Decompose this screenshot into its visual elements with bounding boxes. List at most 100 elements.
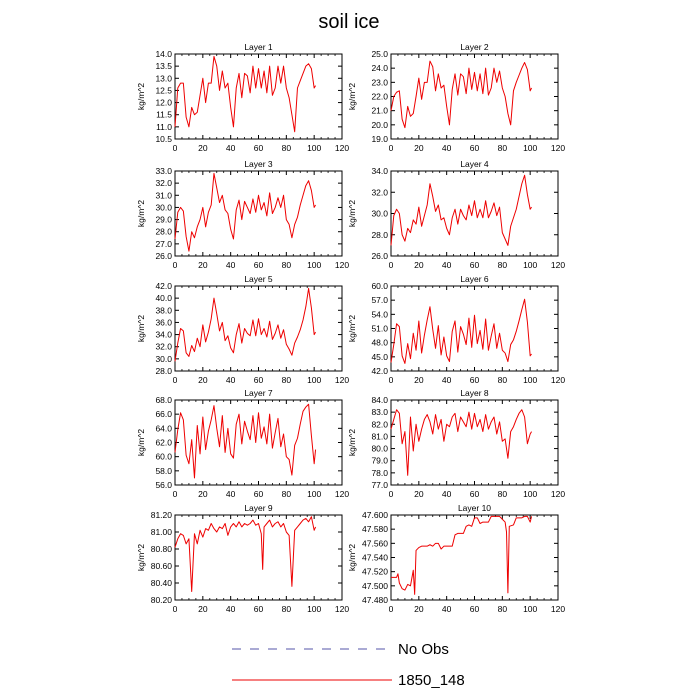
x-tick-label: 20 bbox=[414, 375, 424, 385]
y-axis-label: kg/m^2 bbox=[136, 315, 146, 342]
y-tick-label: 26.0 bbox=[371, 251, 388, 261]
x-tick-label: 120 bbox=[551, 260, 565, 270]
y-axis-label: kg/m^2 bbox=[347, 200, 357, 227]
x-tick-label: 120 bbox=[551, 375, 565, 385]
y-tick-label: 68.0 bbox=[155, 395, 172, 405]
series-line-1850-148 bbox=[174, 403, 317, 479]
y-tick-label: 66.0 bbox=[155, 409, 172, 419]
x-tick-label: 0 bbox=[173, 489, 178, 499]
panel-title: Layer 9 bbox=[244, 503, 273, 513]
y-tick-label: 28.0 bbox=[155, 366, 172, 376]
y-tick-label: 24.0 bbox=[371, 63, 388, 73]
x-tick-label: 60 bbox=[470, 489, 480, 499]
panel-title: Layer 6 bbox=[460, 274, 489, 284]
x-tick-label: 20 bbox=[198, 143, 208, 153]
y-tick-label: 33.0 bbox=[155, 166, 172, 176]
panel-layer-3: Layer 3 0 20 40 60 80 100 120 26.0 27.0 28.0 29.0 30… bbox=[136, 159, 349, 270]
panel-layer-7: Layer 7 0 20 40 60 80 100 120 56.0 58.0 60.0 62.0 64… bbox=[136, 388, 349, 499]
x-tick-label: 60 bbox=[254, 260, 264, 270]
x-tick-label: 100 bbox=[523, 604, 537, 614]
y-tick-label: 36.0 bbox=[155, 317, 172, 327]
x-tick-label: 80 bbox=[282, 604, 292, 614]
y-tick-label: 13.5 bbox=[155, 61, 172, 71]
y-tick-label: 57.0 bbox=[371, 295, 388, 305]
panel-layer-9: Layer 9 0 20 40 60 80 100 120 80.20 80.40 80.60 80.… bbox=[136, 503, 349, 614]
series-line-1850-148 bbox=[174, 516, 317, 592]
y-tick-label: 51.0 bbox=[371, 324, 388, 334]
y-tick-label: 32.0 bbox=[155, 342, 172, 352]
y-tick-label: 82.0 bbox=[371, 419, 388, 429]
y-tick-label: 34.0 bbox=[155, 330, 172, 340]
panel-title: Layer 8 bbox=[460, 388, 489, 398]
x-tick-label: 20 bbox=[198, 489, 208, 499]
chart-panels: Layer 10 20 40 60 80 100 12010.511.011.512.012… bbox=[136, 42, 565, 614]
series-line-1850-148 bbox=[390, 298, 532, 364]
y-tick-label: 12.5 bbox=[155, 85, 172, 95]
y-tick-label: 42.0 bbox=[155, 281, 172, 291]
y-axis-label: kg/m^2 bbox=[347, 315, 357, 342]
x-tick-label: 60 bbox=[254, 143, 264, 153]
figure-title: soil ice bbox=[318, 11, 379, 33]
y-tick-label: 47.600 bbox=[362, 510, 388, 520]
x-tick-label: 60 bbox=[470, 604, 480, 614]
y-tick-label: 30.0 bbox=[155, 354, 172, 364]
x-tick-label: 40 bbox=[442, 604, 452, 614]
y-tick-label: 30.0 bbox=[371, 209, 388, 219]
x-tick-label: 120 bbox=[335, 604, 349, 614]
plot-frame bbox=[390, 399, 559, 486]
x-tick-label: 40 bbox=[226, 489, 236, 499]
y-tick-label: 32.0 bbox=[371, 187, 388, 197]
x-tick-label: 100 bbox=[523, 260, 537, 270]
y-tick-label: 29.0 bbox=[155, 215, 172, 225]
y-tick-label: 83.0 bbox=[371, 407, 388, 417]
x-tick-label: 20 bbox=[198, 375, 208, 385]
y-tick-label: 12.0 bbox=[155, 98, 172, 108]
x-tick-label: 40 bbox=[442, 489, 452, 499]
x-tick-label: 120 bbox=[335, 260, 349, 270]
y-tick-label: 80.40 bbox=[151, 578, 173, 588]
x-tick-label: 80 bbox=[282, 375, 292, 385]
y-tick-label: 30.0 bbox=[155, 202, 172, 212]
y-tick-label: 38.0 bbox=[155, 305, 172, 315]
x-tick-label: 60 bbox=[470, 260, 480, 270]
y-axis-label: kg/m^2 bbox=[136, 200, 146, 227]
x-tick-label: 0 bbox=[389, 260, 394, 270]
panel-layer-4: Layer 4 0 20 40 60 80 100 120 26.0 28.0 30.0 32.0 34… bbox=[347, 159, 565, 270]
plot-frame bbox=[174, 514, 343, 601]
x-tick-label: 40 bbox=[226, 143, 236, 153]
x-tick-label: 80 bbox=[498, 375, 508, 385]
x-tick-label: 80 bbox=[498, 260, 508, 270]
y-tick-label: 48.0 bbox=[371, 338, 388, 348]
y-tick-label: 47.520 bbox=[362, 567, 388, 577]
plot-frame bbox=[174, 170, 343, 257]
x-tick-label: 120 bbox=[335, 375, 349, 385]
x-tick-label: 40 bbox=[226, 260, 236, 270]
x-tick-label: 100 bbox=[307, 489, 321, 499]
x-tick-label: 80 bbox=[282, 260, 292, 270]
y-tick-label: 47.540 bbox=[362, 553, 388, 563]
x-tick-label: 20 bbox=[198, 260, 208, 270]
series-line-1850-148 bbox=[390, 60, 533, 129]
x-tick-label: 100 bbox=[307, 375, 321, 385]
y-tick-label: 60.0 bbox=[371, 281, 388, 291]
y-tick-label: 10.5 bbox=[155, 134, 172, 144]
panel-layer-6: Layer 6 0 20 40 60 80 100 120 42.0 45.0 48.0 51.0 54… bbox=[347, 274, 565, 385]
x-tick-label: 60 bbox=[470, 143, 480, 153]
y-tick-label: 40.0 bbox=[155, 293, 172, 303]
x-tick-label: 120 bbox=[551, 604, 565, 614]
y-tick-label: 23.0 bbox=[371, 77, 388, 87]
x-tick-label: 80 bbox=[498, 143, 508, 153]
x-tick-label: 100 bbox=[307, 143, 321, 153]
y-tick-label: 54.0 bbox=[371, 309, 388, 319]
legend: No Obs 1850_148 bbox=[232, 641, 465, 689]
y-tick-label: 80.20 bbox=[151, 595, 173, 605]
x-tick-label: 0 bbox=[389, 489, 394, 499]
x-tick-label: 40 bbox=[226, 604, 236, 614]
y-tick-label: 27.0 bbox=[155, 239, 172, 249]
panel-title: Layer 5 bbox=[244, 274, 273, 284]
x-tick-label: 0 bbox=[173, 143, 178, 153]
y-axis-label: kg/m^2 bbox=[136, 83, 146, 110]
panel-layer-10: Layer 10 0 20 40 60 80 100 120 47.480 47.500 47.52… bbox=[347, 503, 565, 614]
y-tick-label: 81.20 bbox=[151, 510, 173, 520]
